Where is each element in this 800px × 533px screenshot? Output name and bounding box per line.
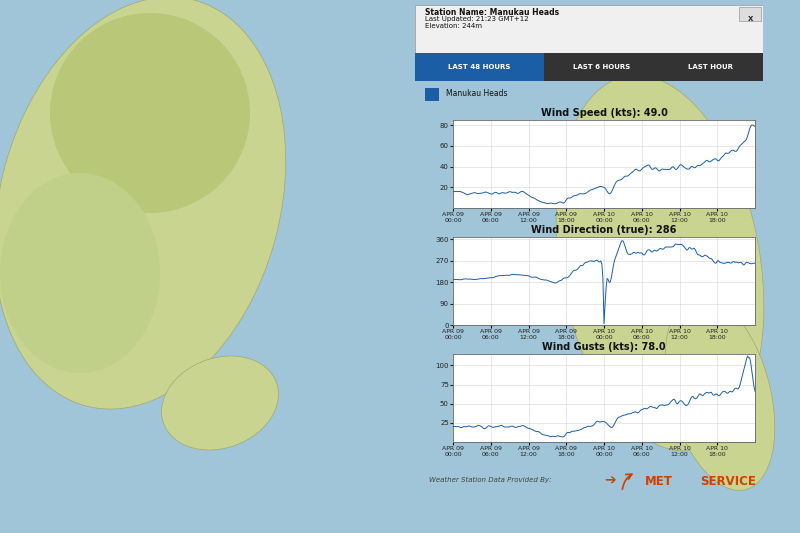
- Title: Wind Speed (kts): 49.0: Wind Speed (kts): 49.0: [541, 108, 667, 118]
- Text: LAST 6 HOURS: LAST 6 HOURS: [573, 64, 630, 70]
- Text: ➔: ➔: [604, 473, 616, 487]
- Text: x: x: [747, 14, 753, 23]
- Ellipse shape: [0, 0, 286, 409]
- Text: SERVICE: SERVICE: [700, 475, 756, 488]
- Bar: [415, 5, 763, 53]
- Text: Last Updated: 21:23 GMT+12: Last Updated: 21:23 GMT+12: [426, 16, 529, 22]
- Text: Elevation: 244m: Elevation: 244m: [426, 23, 482, 29]
- Title: Wind Direction (true): 286: Wind Direction (true): 286: [531, 225, 677, 235]
- Bar: [426, 88, 439, 101]
- Text: Weather Station Data Provided By:: Weather Station Data Provided By:: [429, 477, 551, 483]
- Bar: [738, 7, 762, 21]
- Text: Station Name: Manukau Heads: Station Name: Manukau Heads: [426, 8, 559, 17]
- Ellipse shape: [50, 13, 250, 213]
- Ellipse shape: [162, 356, 278, 450]
- Ellipse shape: [666, 295, 774, 490]
- Ellipse shape: [0, 173, 160, 373]
- Text: Manukau Heads: Manukau Heads: [446, 90, 508, 99]
- Title: Wind Gusts (kts): 78.0: Wind Gusts (kts): 78.0: [542, 342, 666, 352]
- Bar: [415, 53, 544, 81]
- Text: LAST HOUR: LAST HOUR: [688, 64, 734, 70]
- Bar: [415, 53, 763, 81]
- Text: MET: MET: [645, 475, 673, 488]
- Ellipse shape: [556, 75, 764, 451]
- Text: LAST 48 HOURS: LAST 48 HOURS: [448, 64, 510, 70]
